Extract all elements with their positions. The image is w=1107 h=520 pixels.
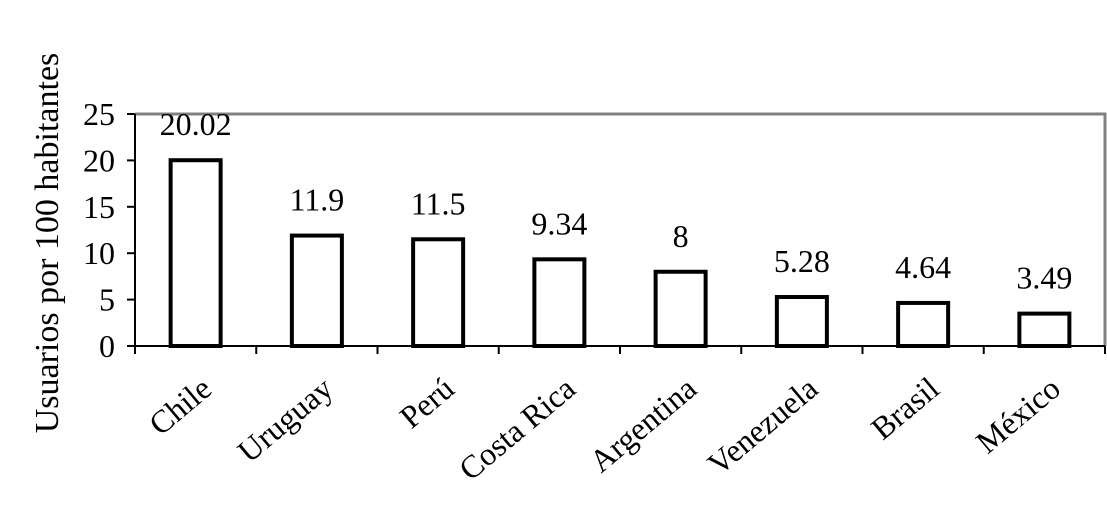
category-label: Chile <box>142 370 218 442</box>
data-label: 20.02 <box>160 106 232 142</box>
y-tick-label: 20 <box>83 142 115 178</box>
y-tick-label: 10 <box>83 235 115 271</box>
y-tick-label: 5 <box>99 282 115 318</box>
data-label: 4.64 <box>895 249 951 285</box>
category-label: Venezuela <box>701 370 825 482</box>
data-label: 9.34 <box>531 205 587 241</box>
bar <box>411 237 466 348</box>
bar <box>1017 311 1072 348</box>
y-tick-label: 15 <box>83 189 115 225</box>
category-label: Costa Rica <box>452 370 582 487</box>
bar <box>653 269 708 349</box>
y-tick-label: 25 <box>83 96 115 132</box>
bar <box>532 257 587 348</box>
category-label: Perú <box>393 370 461 435</box>
data-label: 5.28 <box>774 243 830 279</box>
data-label: 8 <box>673 218 689 254</box>
category-label: Uruguay <box>230 370 339 470</box>
plot-frame <box>135 112 1107 346</box>
y-axis-label: Usuarios por 100 habitantes <box>29 53 66 434</box>
bar <box>896 300 951 348</box>
bar <box>168 158 223 348</box>
category-label: Brasil <box>864 370 946 447</box>
bar <box>289 233 344 348</box>
y-tick-label: 0 <box>99 328 115 364</box>
bar <box>774 295 829 348</box>
plot-area: 0 5 10 15 20 25 20.02 Chile 11.9 Uruguay 11.5 Perú 9… <box>83 96 1107 487</box>
data-label: 11.9 <box>289 182 344 218</box>
category-label: México <box>969 370 1067 460</box>
data-label: 3.49 <box>1016 260 1072 296</box>
category-label: Argentina <box>582 370 703 479</box>
data-label: 11.5 <box>411 185 466 221</box>
